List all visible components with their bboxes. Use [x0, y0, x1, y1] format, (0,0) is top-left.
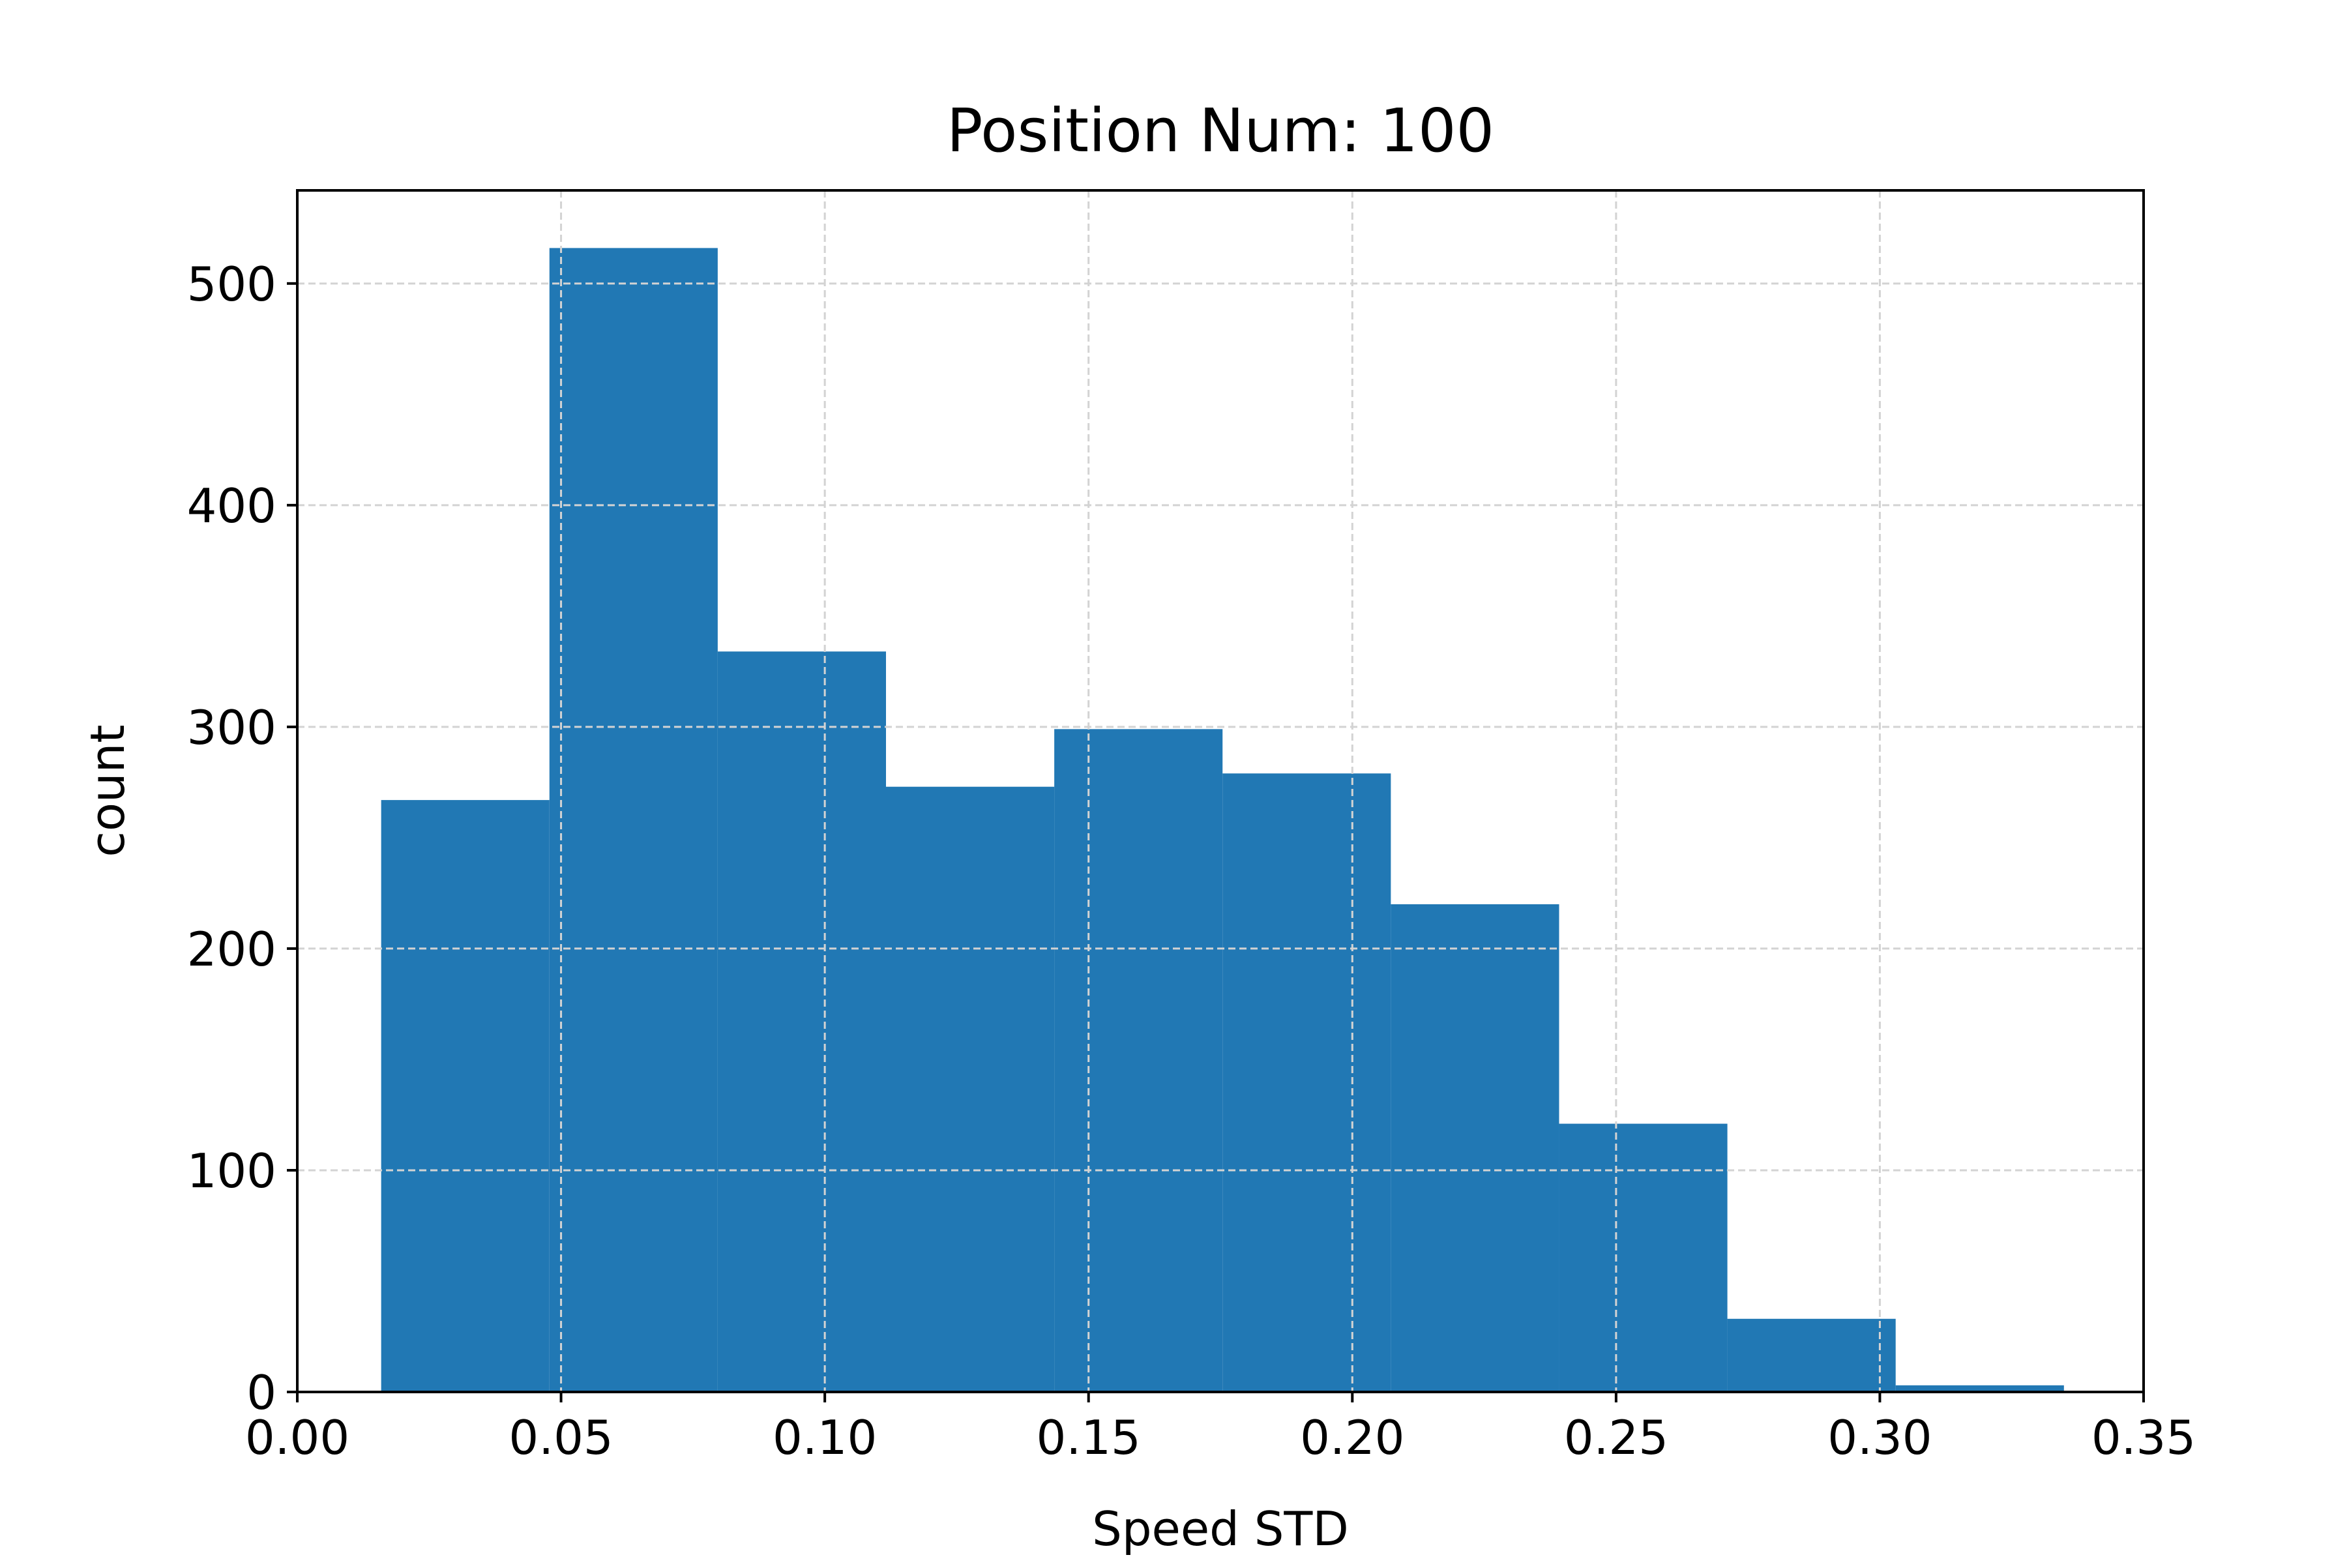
y-tick-label: 0 — [246, 1365, 276, 1420]
x-tick-label: 0.30 — [1827, 1410, 1932, 1465]
ticks-layer: 0.00 0.05 0.10 0.15 0.20 0.25 0.30 0.35 0 100 200 3… — [187, 257, 2196, 1465]
bars-layer — [381, 248, 2064, 1392]
y-tick-label: 300 — [187, 700, 276, 755]
histogram-bar — [886, 786, 1055, 1392]
x-tick-label: 0.35 — [2091, 1410, 2196, 1465]
histogram-bar — [1222, 773, 1391, 1392]
histogram-bar — [1559, 1123, 1728, 1392]
x-tick-label: 0.10 — [773, 1410, 877, 1465]
y-tick-label: 400 — [187, 479, 276, 533]
x-tick-label: 0.20 — [1300, 1410, 1404, 1465]
y-tick-label: 500 — [187, 257, 276, 312]
x-tick-label: 0.25 — [1564, 1410, 1668, 1465]
y-axis-title: count — [80, 724, 135, 857]
x-axis-title: Speed STD — [1092, 1501, 1349, 1556]
histogram-bar — [1054, 729, 1223, 1392]
plot-frame — [296, 189, 2145, 1393]
histogram-bar — [1391, 904, 1559, 1392]
x-tick-label: 0.15 — [1037, 1410, 1141, 1465]
y-tick-label: 200 — [187, 922, 276, 977]
histogram-bar — [381, 800, 550, 1392]
x-tick-label: 0.05 — [509, 1410, 613, 1465]
histogram-bar — [549, 248, 718, 1392]
x-tick-label: 0.00 — [245, 1410, 349, 1465]
histogram-bar — [1727, 1318, 1896, 1392]
histogram-bar — [717, 651, 887, 1392]
y-tick-label: 100 — [187, 1144, 276, 1198]
histogram-bar — [1895, 1385, 2064, 1392]
chart-title: Position Num: 100 — [947, 96, 1494, 166]
